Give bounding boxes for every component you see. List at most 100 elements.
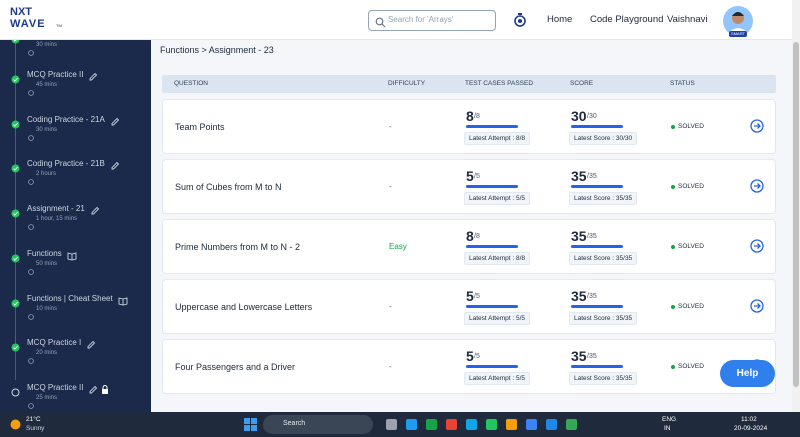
latest-box: Latest Attempt : 5/5 (464, 312, 531, 325)
sidebar: 30 mins MCQ Practice II 45 mins Coding Prac… (0, 40, 151, 412)
difficulty: - (389, 122, 392, 131)
progress-bar (571, 365, 623, 368)
sidebar-item[interactable]: MCQ Practice I 20 mins (0, 336, 151, 366)
latest-box: Latest Score : 35/35 (569, 252, 638, 265)
app-icon[interactable] (506, 419, 517, 430)
question-row[interactable]: Uppercase and Lowercase Letters - 5/5 Lates… (162, 279, 776, 334)
item-duration: 30 mins (36, 42, 58, 48)
start-icon[interactable] (244, 418, 257, 431)
open-arrow[interactable] (750, 119, 764, 133)
app-icon[interactable] (406, 419, 417, 430)
question-row[interactable]: Team Points - 8/8 Latest Attempt : 8/8 30/30… (162, 99, 776, 154)
app-icon[interactable] (386, 419, 397, 430)
count: 5 (466, 168, 474, 184)
sidebar-item[interactable]: MCQ Practice II 25 mins (0, 381, 151, 411)
search-placeholder: Search for 'Arrays' (388, 15, 454, 24)
count-total: /35 (587, 353, 597, 360)
progress-bar (571, 125, 623, 128)
sidebar-item[interactable]: Coding Practice - 21B 2 hours (0, 157, 151, 187)
item-duration: 25 mins (36, 394, 58, 401)
column-header: QUESTION (174, 80, 208, 87)
progress-bar (571, 305, 623, 308)
app-icon[interactable] (546, 419, 557, 430)
breadcrumb: Functions > Assignment - 23 (160, 45, 274, 55)
app-icon[interactable] (566, 419, 577, 430)
progress-bar (466, 365, 518, 368)
question-row[interactable]: Prime Numbers from M to N - 2 Easy 8/8 Late… (162, 219, 776, 274)
region: IN (664, 425, 671, 432)
column-header: SCORE (570, 80, 594, 87)
taskbar-search[interactable]: Search (263, 415, 373, 434)
search-box[interactable]: Search for 'Arrays' (368, 10, 496, 31)
sidebar-item[interactable]: 30 mins (0, 40, 151, 58)
taskbar: 21°C Sunny Search ENG IN 11:02 20-09-2024 (0, 412, 800, 437)
done-icon (11, 295, 20, 307)
nav-link[interactable]: Code Playground (590, 14, 664, 25)
question-name: Sum of Cubes from M to N (175, 182, 282, 192)
count-total: /30 (587, 113, 597, 120)
weather: Sunny (26, 425, 45, 432)
sidebar-item[interactable]: Functions | Cheat Sheet 10 mins (0, 292, 151, 322)
clock-icon (28, 83, 34, 96)
item-duration: 50 mins (36, 260, 58, 267)
item-title: Assignment - 21 (27, 204, 85, 214)
clock-icon (28, 172, 34, 186)
done-icon (11, 116, 20, 129)
app-icon[interactable] (426, 419, 437, 430)
count-total: /35 (587, 293, 597, 300)
sidebar-item[interactable]: MCQ Practice II 45 mins (0, 68, 151, 98)
logo-bottom: WAVE (10, 18, 46, 30)
open-arrow[interactable] (750, 239, 764, 253)
open-icon (11, 384, 20, 397)
item-icon (88, 69, 110, 81)
question-name: Prime Numbers from M to N - 2 (175, 242, 301, 252)
lang: ENG (662, 416, 677, 423)
item-duration: 2 hours (36, 171, 57, 178)
app-icon[interactable] (486, 419, 497, 430)
time: 11:02 (741, 416, 757, 423)
item-title: MCQ Practice I (27, 338, 82, 348)
count-total: /35 (587, 233, 597, 240)
difficulty: - (389, 362, 392, 371)
item-title: Functions (27, 248, 62, 258)
clock-icon (28, 307, 34, 320)
item-duration: 20 mins (36, 350, 58, 357)
count-total: /5 (474, 293, 480, 300)
status-dot (671, 305, 675, 309)
item-icon (86, 337, 108, 349)
count-total: /5 (474, 173, 480, 180)
avatar-badge: SMART (729, 31, 747, 37)
progress-bar (571, 245, 623, 248)
app-icon[interactable] (466, 419, 477, 430)
scroll-thumb (793, 42, 799, 387)
help-button[interactable]: Help (720, 360, 775, 387)
sidebar-item[interactable]: Coding Practice - 21A 30 mins (0, 113, 151, 143)
open-arrow[interactable] (750, 299, 764, 313)
difficulty: Easy (389, 242, 407, 251)
app-icon[interactable] (526, 419, 537, 430)
sidebar-item[interactable]: Assignment - 21 1 hour, 15 mins (0, 202, 151, 232)
question-row[interactable]: Sum of Cubes from M to N - 5/5 Latest Attem… (162, 159, 776, 214)
count-total: /35 (587, 173, 597, 180)
count: 5 (466, 348, 474, 364)
status-dot (671, 185, 675, 189)
count: 8 (466, 228, 474, 244)
item-icon (118, 293, 140, 305)
latest-box: Latest Score : 35/35 (569, 192, 638, 205)
search-icon (375, 15, 386, 28)
app-icon[interactable] (446, 419, 457, 430)
sidebar-item[interactable]: Functions 50 mins (0, 247, 151, 277)
done-icon (11, 205, 20, 218)
item-icon (67, 248, 89, 261)
question-row[interactable]: Four Passengers and a Driver - 5/5 Latest A… (162, 339, 776, 394)
clock-icon (28, 128, 34, 141)
latest-box: Latest Score : 35/35 (569, 312, 638, 325)
difficulty: - (389, 302, 392, 311)
clock-icon (28, 217, 34, 230)
item-duration: 1 hour, 15 mins (36, 216, 78, 223)
nav-link[interactable]: Home (547, 14, 573, 25)
item-icon (110, 158, 132, 170)
item-title: MCQ Practice II (27, 70, 84, 79)
open-arrow[interactable] (750, 179, 764, 193)
